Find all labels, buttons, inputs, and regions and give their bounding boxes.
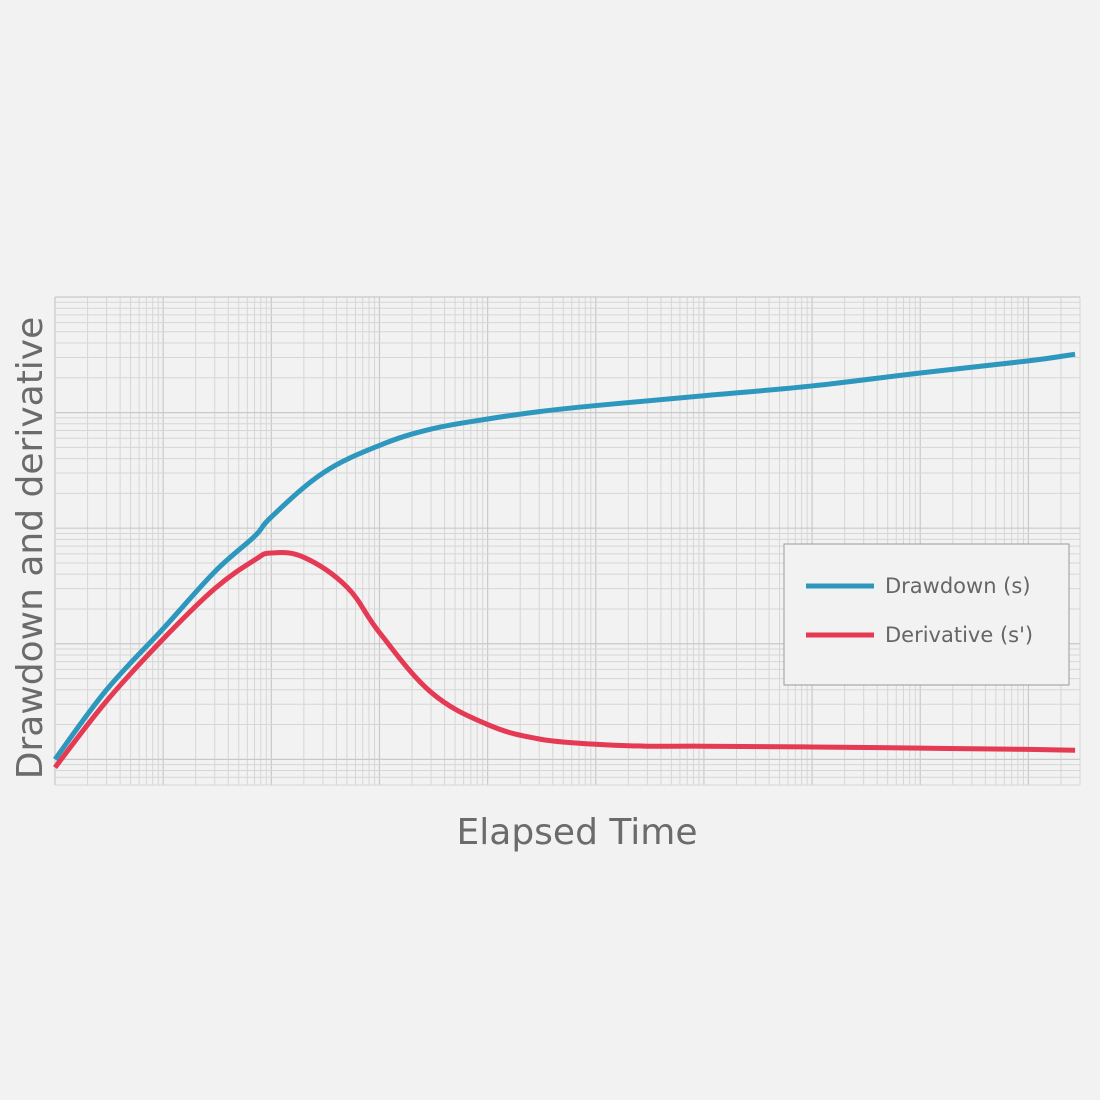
legend-box: [783, 543, 1070, 686]
y-axis-title: Drawdown and derivative: [10, 317, 51, 780]
legend-label-derivative: Derivative (s'): [885, 623, 1033, 647]
legend-label-drawdown: Drawdown (s): [885, 574, 1031, 598]
series-line-drawdown: [52, 351, 1076, 761]
x-axis-title: Elapsed Time: [457, 812, 698, 853]
series-layer: [52, 351, 1076, 770]
plot-area-background: [55, 297, 1080, 785]
grid-layer: [54, 296, 1081, 786]
series-line-derivative: [53, 550, 1076, 770]
legend: Drawdown (s) Derivative (s'): [783, 543, 1070, 686]
